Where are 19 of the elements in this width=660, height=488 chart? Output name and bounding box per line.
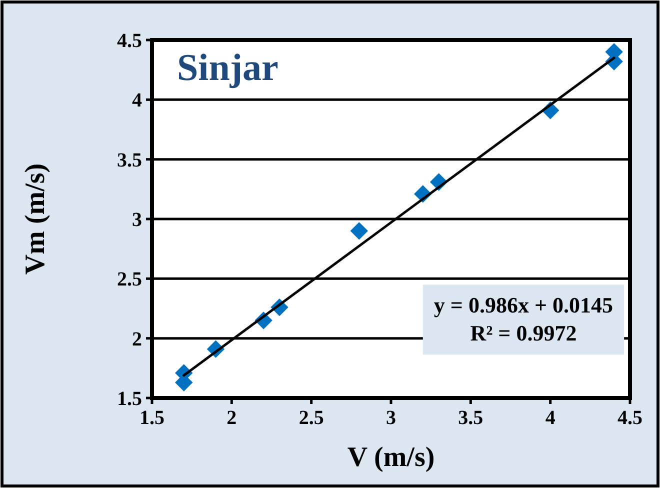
y-tick-label: 2.5	[117, 268, 142, 291]
annotation: R² = 0.9972	[470, 320, 577, 346]
point	[350, 222, 368, 240]
y-tick-label: 4	[132, 90, 142, 112]
annotation: y = 0.986x + 0.0145	[434, 292, 614, 318]
y-tick-label: 1.5	[117, 388, 142, 410]
y-tick-label: 3.5	[117, 149, 142, 172]
y-tick-label: 2	[132, 328, 142, 350]
x-tick-label: 4	[545, 407, 556, 429]
y-axis-title: Vm (m/s)	[20, 163, 51, 275]
x-tick-label: 3.5	[458, 407, 484, 429]
x-axis-title: V (m/s)	[347, 442, 435, 473]
x-tick-label: 3	[386, 407, 396, 429]
x-tick-label: 2	[226, 407, 237, 429]
x-tick-label: 2.5	[298, 407, 324, 429]
chart-title: Sinjar	[177, 47, 278, 89]
x-tick-label: 4.5	[618, 407, 642, 429]
y-tick-label: 4.5	[117, 30, 142, 52]
y-tick-label: 3	[132, 209, 142, 231]
